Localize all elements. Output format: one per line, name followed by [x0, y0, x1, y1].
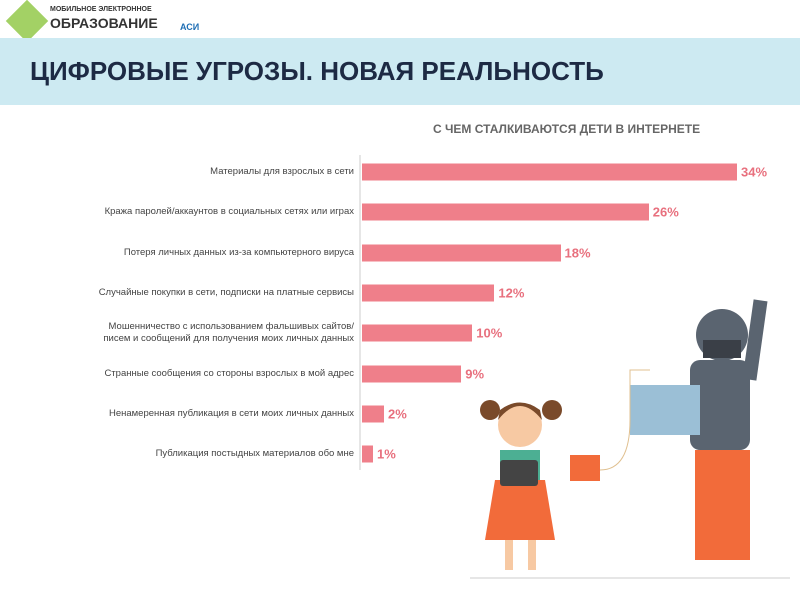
bar [362, 405, 385, 423]
bar [362, 365, 462, 382]
category-label: Публикация постыдных материалов обо мне [155, 448, 354, 460]
category-label: Кража паролей/аккаунтов в социальных сет… [104, 206, 354, 218]
category-label: Странные сообщения со стороны взрослых в… [104, 367, 354, 379]
bar [362, 244, 561, 262]
bar [362, 203, 649, 221]
slide-title: ЦИФРОВЫЕ УГРОЗЫ. НОВАЯ РЕАЛЬНОСТЬ [30, 56, 604, 86]
category-label: Материалы для взрослых в сети [210, 166, 354, 177]
logo-text: МОБИЛЬНОЕ ЭЛЕКТРОННОЕ [50, 6, 152, 13]
value-label: 26% [652, 204, 679, 220]
value-label: 9% [465, 366, 485, 381]
category-label: Потеря личных данных из-за компьютерного… [123, 246, 354, 258]
bar [362, 445, 374, 463]
logo-text: ОБРАЗОВАНИЕ [50, 15, 158, 31]
title-band [0, 38, 800, 105]
category-label: Мошенничество с использованием фальшивых… [103, 321, 354, 345]
logo-partner: АСИ [180, 22, 200, 32]
value-label: 1% [377, 446, 396, 462]
bar [362, 284, 495, 302]
value-label: 18% [564, 245, 591, 261]
bar [362, 163, 738, 181]
value-label: 12% [498, 285, 525, 301]
value-label: 2% [388, 406, 407, 422]
category-label: Случайные покупки в сети, подписки на пл… [98, 286, 354, 298]
value-label: 10% [476, 325, 503, 341]
value-label: 34% [741, 164, 768, 180]
category-label: Ненамеренная публикация в сети моих личн… [108, 407, 354, 419]
chart-title: С ЧЕМ СТАЛКИВАЮТСЯ ДЕТИ В ИНТЕРНЕТЕ [433, 122, 701, 136]
bar [362, 324, 473, 342]
